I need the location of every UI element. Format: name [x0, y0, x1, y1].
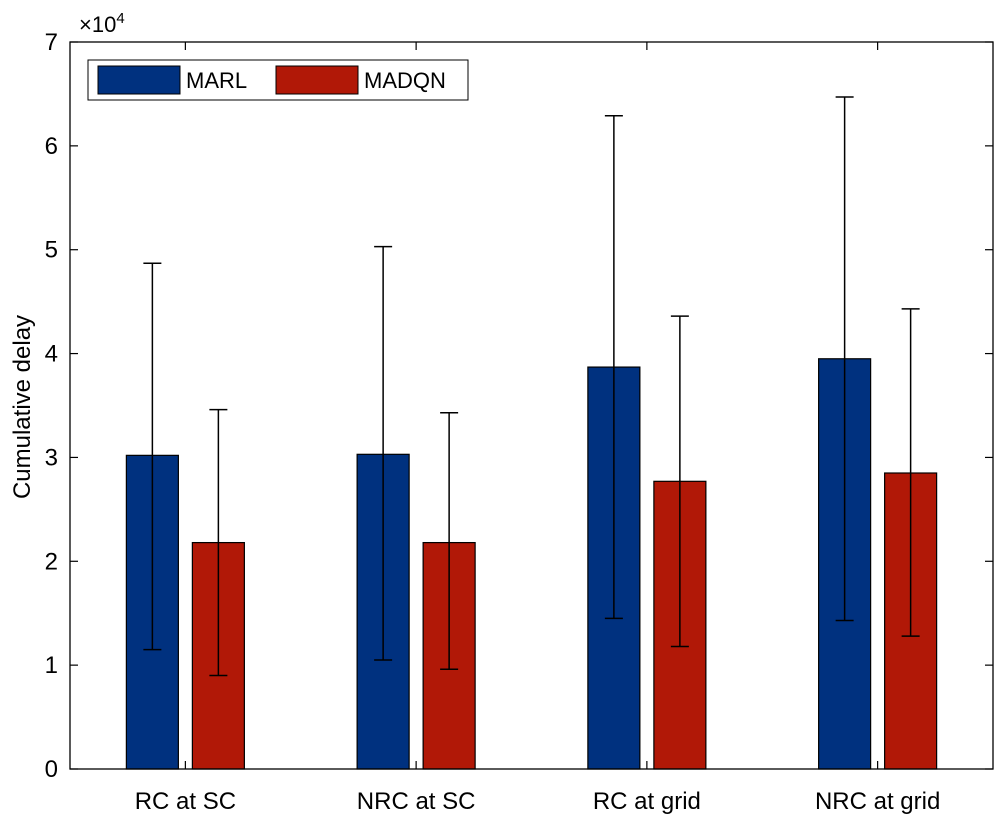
- y-tick-label: 4: [45, 341, 58, 368]
- y-tick-label: 1: [45, 652, 58, 679]
- y-tick-label: 5: [45, 237, 58, 264]
- y-axis-ticks: 0 1 2 3 4 5 6 7: [45, 29, 993, 783]
- legend-label-marl: MARL: [186, 68, 247, 93]
- error-bars-layer: [143, 96, 920, 677]
- y-tick-label: 0: [45, 756, 58, 783]
- legend-swatch-marl: [97, 65, 181, 95]
- x-tick-label: NRC at SC: [357, 788, 476, 815]
- x-tick-label: RC at SC: [135, 788, 236, 815]
- y-tick-label: 2: [45, 548, 58, 575]
- x-tick-label: RC at grid: [593, 788, 701, 815]
- y-tick-label: 7: [45, 29, 58, 56]
- y-tick-label: 6: [45, 133, 58, 160]
- x-axis-ticks: RC at SC NRC at SC RC at grid NRC at grid: [135, 42, 940, 815]
- y-exponent-label: ×104: [79, 10, 125, 37]
- legend-swatch-madqn: [275, 65, 359, 95]
- y-tick-label: 3: [45, 444, 58, 471]
- y-axis-label: Cumulative delay: [9, 315, 36, 499]
- legend-label-madqn: MADQN: [364, 68, 446, 93]
- plot-frame: [69, 41, 994, 770]
- x-tick-label: NRC at grid: [815, 788, 940, 815]
- legend: MARL MADQN: [87, 59, 469, 101]
